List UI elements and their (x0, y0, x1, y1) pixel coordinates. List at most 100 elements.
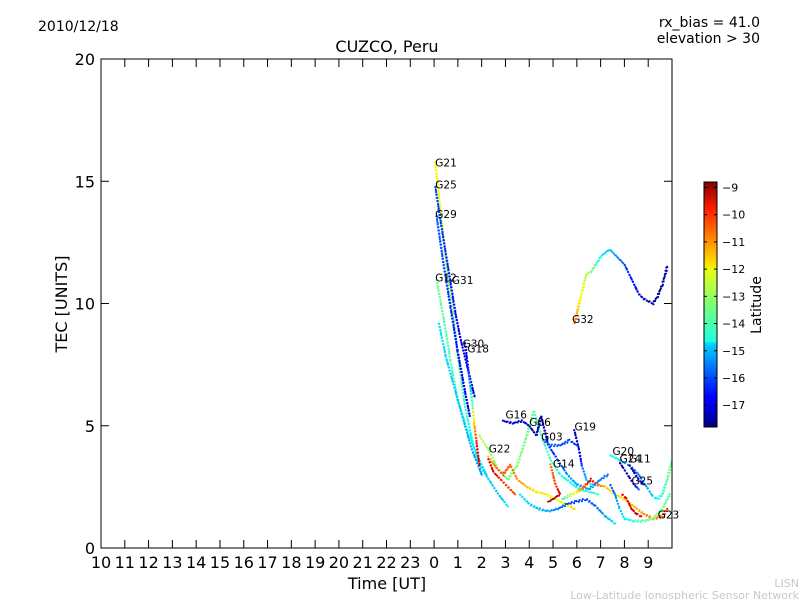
data-point (667, 474, 670, 477)
data-point (651, 494, 654, 497)
data-point (616, 502, 619, 505)
data-point (575, 440, 578, 443)
data-point (659, 510, 662, 513)
data-point (459, 407, 462, 410)
data-point (437, 210, 441, 214)
data-point (451, 317, 454, 320)
data-point (580, 462, 583, 465)
data-point (534, 417, 538, 420)
data-point (585, 489, 589, 493)
data-point (461, 388, 464, 391)
data-point (463, 425, 467, 428)
y-tick-label: 10 (75, 295, 95, 314)
x-tick-label: 13 (162, 553, 182, 572)
data-point (657, 512, 660, 516)
data-point (437, 289, 440, 293)
data-point (606, 487, 609, 490)
data-point (522, 482, 525, 486)
colorbar-tick-label: −15 (722, 345, 745, 358)
data-point (604, 251, 607, 254)
data-point (459, 377, 462, 380)
data-point (659, 287, 662, 290)
data-point (580, 294, 583, 297)
data-point (483, 468, 486, 472)
data-point (466, 367, 470, 370)
data-point (538, 430, 542, 434)
data-point (655, 517, 658, 520)
data-point (632, 509, 635, 513)
data-point (570, 505, 573, 508)
data-point (553, 482, 557, 485)
data-point (455, 395, 458, 399)
data-point (556, 468, 559, 472)
data-point (436, 183, 439, 186)
data-point (508, 474, 511, 478)
data-point (435, 193, 438, 196)
data-point (437, 232, 441, 235)
data-point (554, 466, 557, 469)
data-point (560, 465, 564, 468)
data-point (615, 499, 619, 502)
data-point (462, 384, 465, 388)
data-point (625, 497, 628, 500)
data-point (548, 500, 552, 503)
data-point (450, 377, 454, 381)
data-point (642, 480, 645, 483)
data-point (507, 486, 510, 489)
data-point (550, 498, 553, 501)
data-point (589, 490, 592, 493)
data-point (465, 412, 468, 415)
data-point (462, 419, 465, 422)
data-point (452, 303, 455, 306)
data-point (465, 398, 468, 402)
data-point (532, 410, 536, 413)
data-point (531, 416, 534, 420)
data-point (448, 278, 452, 282)
data-point (490, 482, 493, 485)
data-point (659, 514, 662, 518)
data-point (434, 166, 437, 169)
data-point (438, 217, 442, 220)
data-point (586, 498, 589, 501)
data-point (525, 436, 528, 439)
data-point (488, 451, 491, 454)
data-point (473, 456, 477, 459)
x-tick-label: 19 (305, 553, 325, 572)
data-point (524, 484, 527, 487)
data-point (549, 463, 552, 466)
data-point (573, 507, 576, 510)
data-point (437, 189, 440, 193)
data-point (459, 374, 462, 377)
data-point (437, 229, 440, 232)
data-point (540, 415, 543, 418)
data-point (561, 504, 565, 507)
data-point (469, 392, 473, 396)
data-point (443, 348, 446, 351)
data-point (623, 264, 627, 267)
data-point (520, 450, 524, 453)
data-point (444, 355, 447, 358)
data-point (538, 507, 542, 510)
data-point (457, 330, 461, 333)
data-point (620, 495, 623, 499)
data-point (565, 472, 569, 476)
data-point (462, 381, 465, 385)
data-point (553, 443, 557, 446)
data-point (480, 437, 483, 440)
data-point (452, 297, 455, 301)
data-point (447, 269, 450, 272)
data-point (450, 366, 453, 370)
data-point (645, 485, 648, 488)
data-point (469, 387, 472, 390)
data-point (565, 496, 569, 499)
data-point (468, 378, 471, 381)
data-point (436, 203, 440, 206)
data-point (498, 495, 502, 498)
data-point (459, 410, 462, 413)
data-point (464, 395, 467, 398)
data-point (575, 491, 578, 495)
x-tick-label: 8 (619, 553, 629, 572)
x-tick-label: 21 (353, 553, 373, 572)
data-point (633, 469, 637, 472)
